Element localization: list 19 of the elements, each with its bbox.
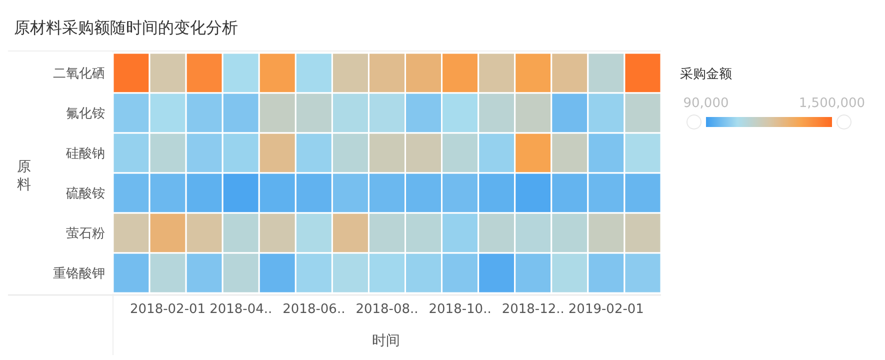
x-axis-title: 时间 — [372, 333, 400, 349]
color-bar-label: 1,500,000 — [798, 96, 866, 111]
x-tick-label: 2018-10.. — [428, 302, 492, 317]
x-tick-label: 2018-04.. — [210, 302, 272, 317]
y-tick-label: 重铬酸钾 — [53, 266, 105, 282]
x-tick-label: 2019-02-01 — [568, 302, 644, 317]
x-tick-label: 2018-08.. — [356, 302, 418, 317]
y-axis-title: 原料 — [17, 159, 31, 193]
y-tick-label: 二氧化硒 — [53, 66, 105, 82]
color-bar-title: 采购金额 — [680, 67, 732, 82]
y-tick-label: 硫酸铵 — [66, 186, 105, 202]
color-bar-label: 90,000 — [683, 96, 729, 111]
x-tick-label: 2018-12.. — [502, 302, 564, 317]
x-tick-label: 2018-02-01 — [130, 302, 206, 317]
x-tick-label: 2018-06.. — [282, 302, 346, 317]
y-tick-label: 硅酸钠 — [65, 146, 105, 162]
y-tick-label: 萤石粉 — [66, 226, 105, 242]
y-tick-label: 氟化铵 — [66, 106, 105, 122]
chart-title: 原材料采购额随时间的变化分析 — [14, 18, 238, 37]
